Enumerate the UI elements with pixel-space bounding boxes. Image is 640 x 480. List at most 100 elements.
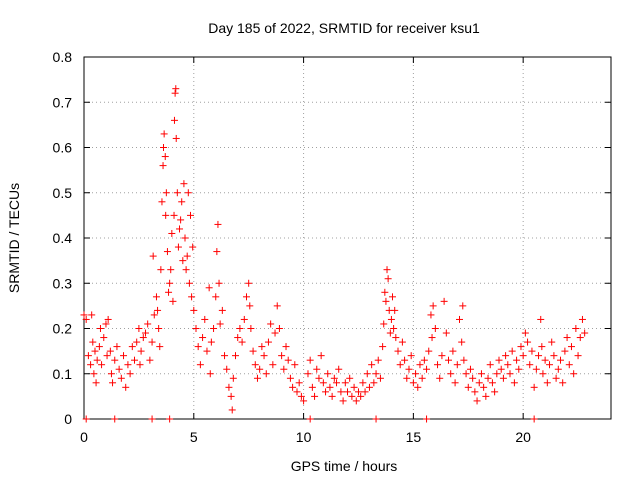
data-point — [137, 347, 145, 355]
data-point — [368, 361, 376, 369]
data-point — [464, 383, 472, 391]
data-point — [390, 325, 398, 332]
data-point — [185, 279, 193, 287]
data-point — [122, 383, 130, 391]
data-point — [289, 383, 297, 391]
data-point — [319, 379, 327, 387]
data-point — [162, 189, 170, 197]
data-point — [173, 189, 181, 197]
data-point — [311, 392, 319, 400]
data-point — [565, 361, 573, 369]
data-point — [247, 325, 255, 332]
data-point — [264, 338, 272, 346]
data-point — [409, 379, 417, 387]
y-tick-label: 0.4 — [53, 230, 73, 246]
y-tick-label: 0.3 — [53, 275, 73, 291]
data-point — [91, 347, 99, 355]
data-point — [189, 243, 197, 251]
data-point — [466, 365, 474, 373]
data-point — [249, 347, 257, 355]
data-point — [135, 325, 143, 332]
data-point — [194, 343, 202, 351]
data-point — [554, 365, 562, 373]
data-point — [102, 320, 110, 328]
data-point — [92, 379, 100, 387]
data-point — [146, 356, 154, 364]
data-point — [234, 334, 242, 342]
data-point — [346, 374, 354, 382]
data-point — [306, 356, 314, 364]
data-point — [416, 361, 424, 369]
data-point — [526, 361, 534, 369]
y-axis: 0 0.1 0.2 0.3 0.4 0.5 0.6 0.7 0.8 — [53, 49, 611, 427]
data-point — [275, 325, 283, 332]
data-point — [546, 361, 554, 369]
data-point — [376, 374, 384, 382]
data-point — [517, 343, 525, 351]
data-point — [389, 293, 397, 301]
data-point — [372, 370, 380, 378]
data-point — [333, 379, 341, 387]
data-point — [581, 329, 589, 337]
data-point — [473, 397, 481, 405]
data-point — [111, 415, 119, 423]
data-point — [508, 347, 516, 355]
data-point — [387, 315, 395, 323]
data-point — [199, 334, 207, 342]
data-point — [315, 374, 323, 382]
data-point — [168, 229, 176, 237]
data-point — [438, 352, 446, 360]
data-point — [190, 306, 198, 314]
data-point — [313, 365, 321, 373]
data-point — [537, 315, 545, 323]
data-point — [552, 374, 560, 382]
x-tick-label: 15 — [406, 429, 422, 445]
data-point — [363, 370, 371, 378]
data-point — [106, 347, 114, 355]
data-point — [80, 311, 88, 319]
data-point — [493, 370, 501, 378]
data-point — [429, 302, 437, 310]
data-point — [156, 343, 164, 351]
data-point — [82, 315, 90, 323]
data-point — [339, 397, 347, 405]
data-point — [183, 252, 191, 260]
data-point — [423, 365, 431, 373]
data-point — [391, 306, 399, 314]
x-tick-label: 10 — [296, 429, 312, 445]
data-point — [458, 338, 466, 346]
data-point — [269, 361, 277, 369]
data-point — [559, 379, 567, 387]
data-point — [475, 379, 483, 387]
y-tick-label: 0.7 — [53, 94, 73, 110]
data-point — [521, 329, 529, 337]
y-tick-label: 0.6 — [53, 140, 73, 156]
data-point — [502, 352, 510, 360]
data-point — [213, 248, 221, 256]
data-point — [179, 257, 187, 265]
data-point — [223, 365, 231, 373]
data-point — [350, 383, 358, 391]
data-point — [486, 361, 494, 369]
data-point — [449, 347, 457, 355]
data-point — [330, 374, 338, 382]
data-point — [120, 352, 128, 360]
data-point — [561, 347, 569, 355]
data-point — [528, 347, 536, 355]
data-point — [431, 325, 439, 332]
data-point — [152, 293, 160, 301]
data-point — [524, 338, 532, 346]
data-point — [267, 320, 275, 328]
data-point — [245, 279, 253, 287]
data-point — [246, 302, 254, 310]
data-point — [491, 388, 499, 396]
data-point — [317, 352, 325, 360]
data-point — [335, 365, 343, 373]
data-point — [300, 397, 308, 405]
data-point — [357, 392, 365, 400]
data-point — [295, 379, 303, 387]
data-point — [365, 383, 373, 391]
y-tick-label: 0 — [64, 411, 72, 427]
data-point — [178, 198, 186, 206]
data-point — [104, 315, 112, 323]
